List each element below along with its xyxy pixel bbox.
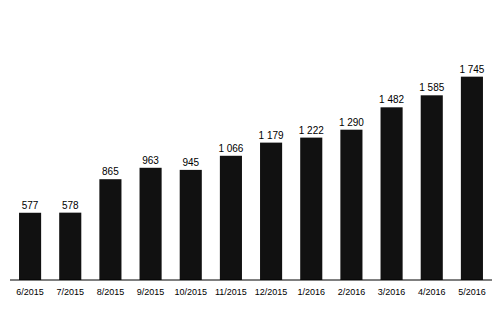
data-label: 1 290	[339, 117, 364, 128]
bar	[59, 213, 81, 280]
data-label: 963	[142, 155, 159, 166]
bar	[300, 138, 322, 280]
data-label: 1 066	[218, 143, 243, 154]
x-axis-line	[10, 280, 492, 281]
x-tick-label: 6/2015	[16, 287, 44, 297]
bar	[180, 170, 202, 280]
x-tick-label: 7/2015	[56, 287, 84, 297]
x-tick-label: 10/2015	[174, 287, 207, 297]
bar	[340, 130, 362, 280]
data-label: 1 585	[419, 82, 444, 93]
bars	[19, 77, 483, 280]
bar	[260, 143, 282, 280]
data-label: 945	[182, 157, 199, 168]
data-label: 1 482	[379, 94, 404, 105]
data-label: 1 222	[299, 125, 324, 136]
x-tick-label: 5/2016	[458, 287, 486, 297]
bar	[381, 107, 403, 280]
x-tick-label: 9/2015	[137, 287, 165, 297]
data-label: 577	[22, 200, 39, 211]
bar	[421, 95, 443, 280]
x-tick-label: 3/2016	[378, 287, 406, 297]
x-tick-label: 8/2015	[97, 287, 125, 297]
bar	[19, 213, 41, 280]
chart-container: 577 578 865 963 945 1 066 1 179 1 222 1 290 1 482…	[0, 0, 500, 314]
bar	[220, 156, 242, 280]
chart: 577 578 865 963 945 1 066 1 179 1 222 1 290 1 482…	[0, 0, 500, 314]
bar	[140, 168, 162, 280]
data-label: 865	[102, 166, 119, 177]
data-label: 1 179	[259, 130, 284, 141]
bar	[461, 77, 483, 280]
x-tick-label: 1/2016	[297, 287, 325, 297]
x-tick-label: 11/2015	[215, 287, 247, 297]
x-tick-label: 2/2016	[338, 287, 366, 297]
data-label: 578	[62, 200, 79, 211]
x-tick-label: 4/2016	[418, 287, 446, 297]
bar	[99, 179, 121, 280]
x-tick-label: 12/2015	[255, 287, 288, 297]
data-label: 1 745	[459, 64, 484, 75]
